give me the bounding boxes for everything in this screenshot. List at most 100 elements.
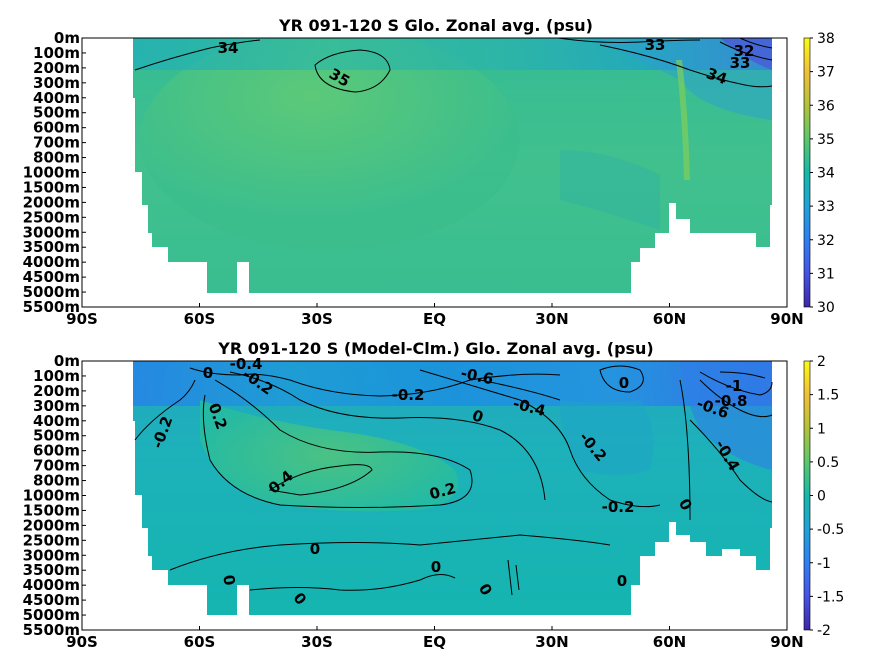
panel1-field (82, 38, 787, 307)
panel2-x-ticks: 90S 60S 30S EQ 30N 60N 90N (66, 626, 804, 651)
y-tick-label: 700m (33, 457, 80, 475)
panel1-x-ticks: 90S 60S 30S EQ 30N 60N 90N (66, 303, 804, 328)
panel2-contour-0-abyss (249, 574, 456, 591)
panel2-contour-0-ridge (507, 559, 520, 596)
panel1-contour-32 (739, 38, 773, 49)
panel1-y-ticks: 0m100m200m300m400m500m600m700m800m1000m1… (23, 29, 86, 316)
x-tick-label: 90S (66, 633, 98, 651)
y-tick-label: 5000m (23, 283, 80, 301)
panel2-contour-m04 (419, 369, 661, 508)
panel1-contour-33 (557, 38, 701, 43)
panel2-contour-m04-north (689, 419, 773, 503)
y-tick-label: 200m (33, 59, 80, 77)
x-tick-label: EQ (423, 310, 446, 328)
y-tick-label: 5500m (23, 621, 80, 639)
y-tick-label: 3000m (23, 546, 80, 564)
y-tick-label: 0m (54, 352, 80, 370)
y-tick-label: 2000m (23, 193, 80, 211)
y-tick-label: 700m (33, 134, 80, 152)
p2-clabel: -1 (726, 377, 743, 395)
panel2-north-anomaly (560, 400, 654, 475)
p2-clabel: 0 (203, 364, 213, 382)
colorbar-tick-label: 1 (817, 421, 826, 437)
p1-clabel: 32 (734, 42, 755, 60)
colorbar-tick-label: 31 (817, 266, 835, 282)
y-tick-label: 400m (33, 412, 80, 430)
colorbar-tick-label: 30 (817, 300, 835, 316)
p2-clabel: -0.4 (230, 355, 263, 373)
panel2-contour-04 (268, 464, 373, 496)
p1-clabel: 33 (645, 36, 666, 54)
y-tick-label: 1000m (23, 487, 80, 505)
y-tick-label: 4000m (23, 576, 80, 594)
p2-clabel: 0 (219, 573, 239, 586)
panel2-contour-0-north (599, 365, 644, 393)
panel1-colorbar (803, 37, 811, 308)
colorbar-tick-label: 38 (817, 31, 835, 47)
y-tick-label: 600m (33, 442, 80, 460)
panel2-contour-m02 (189, 367, 561, 397)
p2-clabel: -0.2 (392, 386, 425, 404)
colorbar-tick-label: 37 (817, 65, 835, 81)
panel2-y-ticks: 0m100m200m300m400m500m600m700m800m1000m1… (23, 352, 86, 639)
y-tick-label: 800m (33, 149, 80, 167)
y-tick-label: 4000m (23, 253, 80, 271)
colorbar-tick-label: -0.5 (817, 522, 844, 538)
y-tick-label: 1000m (23, 164, 80, 182)
panel1-colorbar-ticks: 30 31 32 33 34 35 36 37 38 (810, 31, 835, 316)
y-tick-label: 2000m (23, 516, 80, 534)
y-tick-label: 1500m (23, 501, 80, 519)
panel1-contour-34-south (134, 39, 261, 71)
x-tick-label: 60S (184, 310, 216, 328)
colorbar-tick-label: 2 (817, 354, 826, 370)
y-tick-label: 300m (33, 74, 80, 92)
panel1-contour-33b (719, 41, 773, 61)
y-tick-label: 4500m (23, 591, 80, 609)
p2-clabel: -0.8 (715, 392, 748, 410)
y-tick-label: 400m (33, 89, 80, 107)
panel2-contour-m1 (719, 371, 766, 379)
y-tick-label: 1500m (23, 178, 80, 196)
y-tick-label: 2500m (23, 531, 80, 549)
panel2-contour-0-nordic (679, 379, 691, 521)
colorbar-tick-label: 34 (817, 166, 835, 182)
x-tick-label: 30S (301, 310, 333, 328)
y-tick-label: 300m (33, 397, 80, 415)
p2-clabel: 0 (617, 572, 627, 590)
x-tick-label: 60N (653, 633, 686, 651)
x-tick-label: 30N (535, 633, 568, 651)
p1-clabel: 33 (730, 54, 751, 72)
y-tick-label: 3500m (23, 238, 80, 256)
x-tick-label: 30N (535, 310, 568, 328)
p2-clabel: 0 (310, 540, 320, 558)
panel1-contour-35 (314, 49, 391, 93)
y-tick-label: 0m (54, 29, 80, 47)
y-tick-label: 3500m (23, 561, 80, 579)
panel2-arctic-anomaly (680, 361, 772, 470)
y-tick-label: 600m (33, 119, 80, 137)
y-tick-label: 500m (33, 427, 80, 445)
colorbar-tick-label: -2 (817, 623, 831, 639)
colorbar-tick-label: 36 (817, 98, 835, 114)
panel1-contour-34-north (599, 44, 773, 88)
panel1-saline-core (140, 38, 520, 250)
panel2-contour-0-deep (169, 534, 611, 571)
panel2-field (82, 361, 787, 630)
x-tick-label: 30S (301, 633, 333, 651)
colorbar-tick-label: 0.5 (817, 455, 839, 471)
panel2-contour-m06-north (699, 379, 773, 418)
x-tick-label: 60S (184, 633, 216, 651)
x-tick-label: 60N (653, 310, 686, 328)
y-tick-label: 200m (33, 382, 80, 400)
y-tick-label: 4500m (23, 268, 80, 286)
x-tick-label: EQ (423, 633, 446, 651)
panel2-positive-anomaly (200, 400, 459, 512)
colorbar-tick-label: -1.5 (817, 589, 844, 605)
panel1-nordic-tongue (676, 60, 690, 180)
colorbar-tick-label: 0 (817, 489, 826, 505)
p2-clabel: 0 (619, 374, 629, 392)
x-tick-label: 90N (770, 633, 803, 651)
y-tick-label: 3000m (23, 223, 80, 241)
panel2-contour-02 (202, 379, 473, 508)
